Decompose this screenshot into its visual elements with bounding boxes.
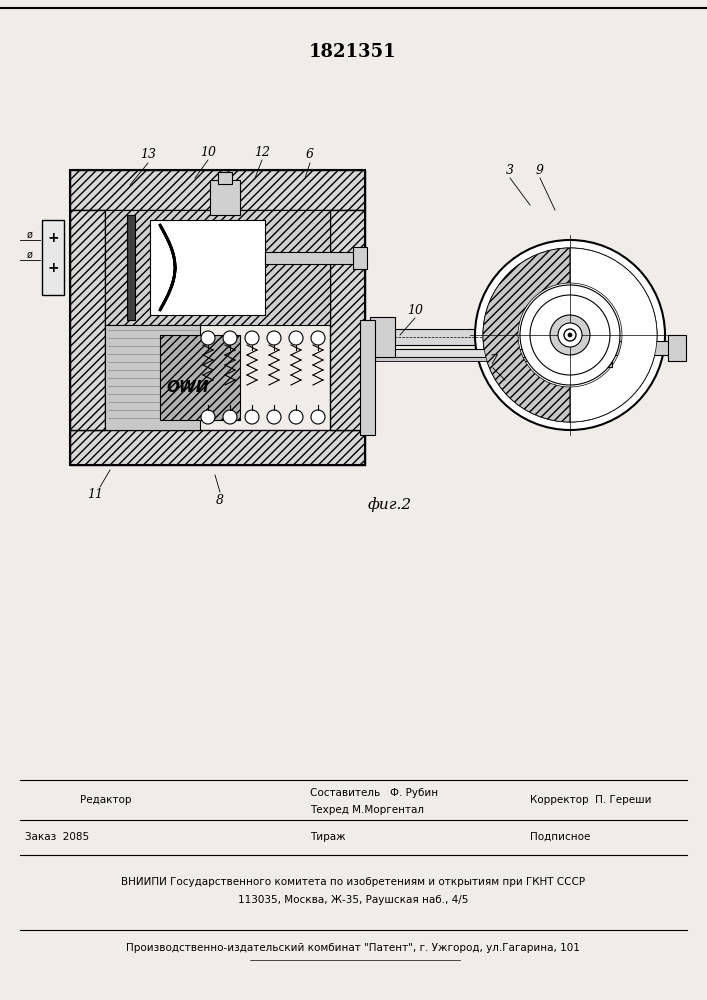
Circle shape [558,323,582,347]
Text: фиг.2: фиг.2 [368,498,412,512]
Text: ø: ø [27,250,33,260]
Bar [160,335,240,420]
Text: 9: 9 [536,163,544,176]
Text: Редактор: Редактор [80,795,132,805]
Bar [70,430,365,465]
Text: ø: ø [27,230,33,240]
Text: 10: 10 [407,304,423,316]
Circle shape [568,333,572,337]
Bar [105,325,200,430]
Text: Корректор  П. Гереши: Корректор П. Гереши [530,795,651,805]
Circle shape [245,410,259,424]
Circle shape [311,331,325,345]
Bar [218,172,232,184]
Text: Подписное: Подписное [530,832,590,842]
Bar [105,210,330,325]
Text: Составитель   Ф. Рубин: Составитель Ф. Рубин [310,788,438,798]
Text: ОWИ: ОWИ [167,379,209,394]
Circle shape [267,410,281,424]
Circle shape [520,285,620,385]
Text: 7: 7 [489,354,497,366]
Text: 10: 10 [200,145,216,158]
Circle shape [483,248,657,422]
Text: 3: 3 [506,163,514,176]
Text: 6: 6 [306,148,314,161]
Bar [330,210,365,430]
Circle shape [564,329,576,341]
Bar [70,170,365,465]
Bar [365,357,575,361]
Bar [353,247,367,269]
Circle shape [223,410,237,424]
Text: 13: 13 [140,148,156,161]
Wedge shape [570,248,657,422]
Bar [265,252,355,264]
Text: Заказ  2085: Заказ 2085 [25,832,89,842]
Bar [70,170,365,210]
Text: 11: 11 [87,488,103,502]
Bar [42,220,64,295]
Text: 1821351: 1821351 [309,43,397,61]
Bar [360,320,375,435]
Text: Тираж: Тираж [310,832,346,842]
Circle shape [289,331,303,345]
Circle shape [289,410,303,424]
Text: 12: 12 [254,145,270,158]
Bar [615,341,670,355]
Circle shape [311,410,325,424]
Circle shape [201,331,215,345]
Circle shape [475,240,665,430]
Text: Техред М.Моргентал: Техред М.Моргентал [310,805,424,815]
Circle shape [267,331,281,345]
Bar [365,329,550,345]
Text: ВНИИПИ Государственного комитета по изобретениям и открытиям при ГКНТ СССР: ВНИИПИ Государственного комитета по изоб… [121,877,585,887]
Bar [365,349,575,357]
Bar [127,215,135,320]
Circle shape [223,331,237,345]
Wedge shape [483,248,570,422]
Bar [370,317,395,357]
Text: 8: 8 [216,493,224,506]
Bar [210,180,240,215]
Bar [150,220,265,315]
Circle shape [245,331,259,345]
Bar [70,210,105,430]
Circle shape [201,410,215,424]
Bar [590,345,612,367]
Text: Производственно-издательский комбинат "Патент", г. Ужгород, ул.Гагарина, 101: Производственно-издательский комбинат "П… [126,943,580,953]
Text: 113035, Москва, Ж-35, Раушская наб., 4/5: 113035, Москва, Ж-35, Раушская наб., 4/5 [238,895,468,905]
Circle shape [550,315,590,355]
Text: +: + [47,261,59,275]
Circle shape [530,295,610,375]
Text: +: + [47,231,59,245]
Bar [668,335,686,361]
